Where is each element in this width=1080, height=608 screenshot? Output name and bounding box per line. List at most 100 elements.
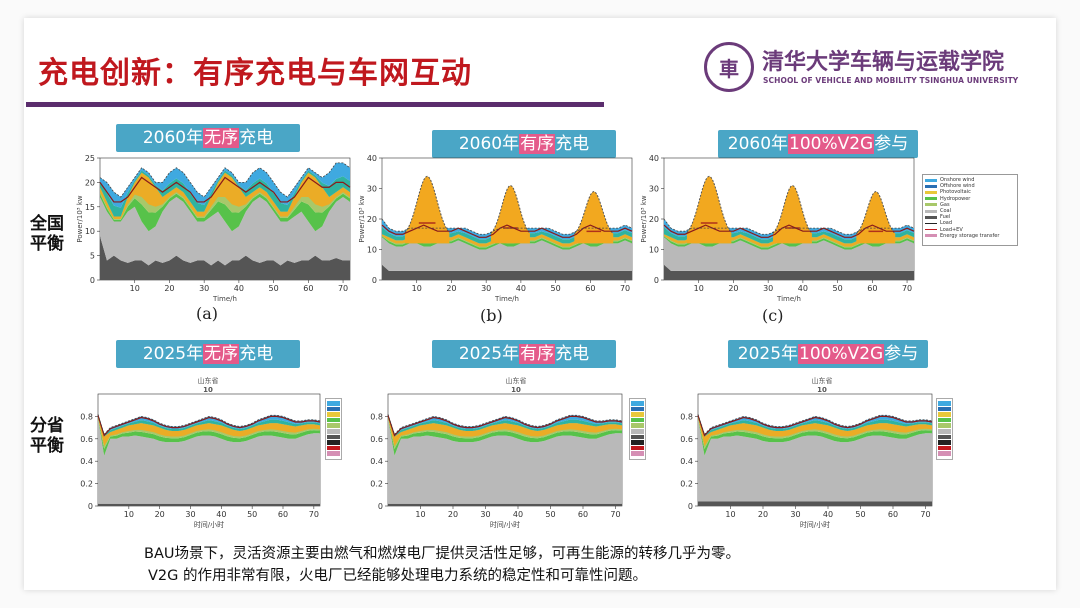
tsinghua-logo-icon: 車 [704, 42, 754, 92]
x-tick-label-4: 50 [855, 510, 865, 519]
line-load [97, 415, 321, 437]
x-tick-label-4: 50 [833, 284, 843, 293]
chart-f-title-part3: 参与 [884, 344, 919, 364]
chart-e-title-part1: 2025年 [458, 344, 520, 364]
x-tick-label-6: 70 [338, 284, 348, 293]
mini-legend-swatch-7 [938, 440, 951, 445]
peak-outline-1 [772, 184, 813, 234]
mini-legend-swatch-6 [631, 434, 644, 440]
line-load-ev [387, 414, 623, 436]
y-tick-label-1: 10 [367, 246, 377, 255]
x-tick-label-5: 60 [303, 284, 313, 293]
area-coal [382, 237, 632, 271]
mini-legend-swatch-2 [631, 412, 644, 417]
mini-legend-swatch-7 [327, 440, 340, 445]
x-tick-label-0: 10 [694, 284, 704, 293]
x-tick-label-4: 50 [551, 284, 561, 293]
area-fuel [100, 236, 350, 280]
panel-tag-b: (b) [480, 306, 503, 325]
legend-item-6: Fuel [925, 214, 1015, 220]
mini-legend-swatch-2 [327, 412, 340, 417]
university-name: 清华大学车辆与运载学院 [762, 50, 1005, 75]
legend-item-0: Onshore wind [925, 177, 1015, 183]
chart-c-title-part1: 2060年 [727, 134, 789, 154]
area-fuel [664, 264, 914, 280]
peak-outline-2 [573, 190, 614, 235]
x-tick-label-5: 60 [888, 510, 898, 519]
x-tick-label-0: 10 [415, 510, 425, 519]
x-tick-label-6: 70 [620, 284, 630, 293]
mini-legend-swatch-8 [631, 445, 644, 451]
area-coal [388, 418, 622, 504]
chart-e-legend [629, 398, 646, 460]
area-coal [98, 418, 320, 504]
y-tick-label-3: 30 [367, 185, 377, 194]
x-tick-label-2: 30 [763, 284, 773, 293]
line-load-ev [97, 414, 321, 436]
x-tick-label-2: 30 [185, 510, 195, 519]
y-tick-label-3: 15 [85, 203, 95, 212]
area-coal [100, 197, 350, 266]
chart-d: 10 20 30 40 50 60 70 0 0.2 0.4 0.6 0.8 时间/小时 [80, 393, 321, 529]
chart-b-title-part3: 充电 [555, 134, 590, 154]
mini-legend-swatch-0 [631, 401, 644, 406]
x-tick-label-6: 70 [902, 284, 912, 293]
area-hydropower [100, 193, 350, 232]
mini-legend-swatch-3 [631, 417, 644, 423]
x-tick-label-6: 70 [920, 510, 930, 519]
footer-line-1: BAU场景下，灵活资源主要由燃气和燃煤电厂提供灵活性足够，可再生能源的转移几乎为… [144, 546, 740, 562]
x-tick-label-2: 30 [790, 510, 800, 519]
slide-title: 充电创新：有序充电与车网互动 [38, 56, 472, 91]
x-tick-label-6: 70 [309, 510, 319, 519]
line-load [387, 415, 623, 437]
x-axis-label: 时间/小时 [800, 520, 830, 529]
y-axis-label: Power/10³ kw [358, 195, 366, 243]
panel-tag-c: (c) [762, 306, 784, 325]
mini-legend-swatch-3 [327, 417, 340, 423]
line-load [663, 224, 915, 238]
chart-c-title: 2060年100%V2G参与 [718, 130, 918, 158]
x-tick-label-0: 10 [412, 284, 422, 293]
mini-legend-swatch-2 [938, 412, 951, 417]
chart-f-title-part1: 2025年 [737, 344, 799, 364]
y-tick-label-2: 10 [85, 227, 95, 236]
legend-item-4: Gas [925, 202, 1015, 208]
y-tick-label-0: 0 [378, 502, 383, 511]
chart-b-title: 2060年有序充电 [432, 130, 616, 158]
line-load-ev [697, 414, 933, 436]
chart-a-title-part1: 2060年 [142, 128, 204, 148]
y-tick-label-0: 0 [654, 276, 659, 285]
area-fuel [698, 501, 932, 506]
x-tick-label-5: 60 [585, 284, 595, 293]
area-onshore-wind [698, 414, 932, 436]
y-tick-label-4: 20 [85, 178, 95, 187]
mini-legend-swatch-7 [631, 440, 644, 445]
y-tick-label-1: 0.2 [80, 480, 93, 489]
mini-legend-swatch-3 [938, 417, 951, 423]
y-tick-label-1: 0.2 [680, 480, 693, 489]
title-underline [26, 102, 604, 107]
line-load [381, 224, 633, 238]
x-tick-label-2: 30 [199, 284, 209, 293]
x-tick-label-1: 20 [728, 284, 738, 293]
chart-d-subtitle-line1: 山东省 [197, 377, 219, 385]
x-tick-label-3: 40 [234, 284, 244, 293]
x-tick-label-4: 50 [545, 510, 555, 519]
peak-outline-1 [490, 184, 531, 234]
line-load-ev [381, 218, 633, 235]
y-tick-label-1: 10 [649, 246, 659, 255]
mini-legend-swatch-1 [327, 406, 340, 412]
x-tick-label-4: 50 [247, 510, 257, 519]
x-tick-label-1: 20 [448, 510, 458, 519]
mini-legend-swatch-6 [938, 434, 951, 440]
chart-c: 10 20 30 40 50 60 70 0 10 20 30 40 Time/h Power/10³ k… [640, 154, 915, 303]
mini-legend-swatch-9 [938, 451, 951, 456]
mini-legend-swatch-0 [938, 401, 951, 406]
chart-b-title-highlight: 有序 [519, 134, 556, 154]
chart-d-subtitle: 山东省 10 [178, 376, 238, 394]
x-axis-label: Time/h [494, 295, 519, 303]
x-axis-label: Time/h [212, 295, 237, 303]
area-coal [664, 237, 914, 271]
x-axis-label: 时间/小时 [490, 520, 520, 529]
line-load [99, 176, 351, 203]
